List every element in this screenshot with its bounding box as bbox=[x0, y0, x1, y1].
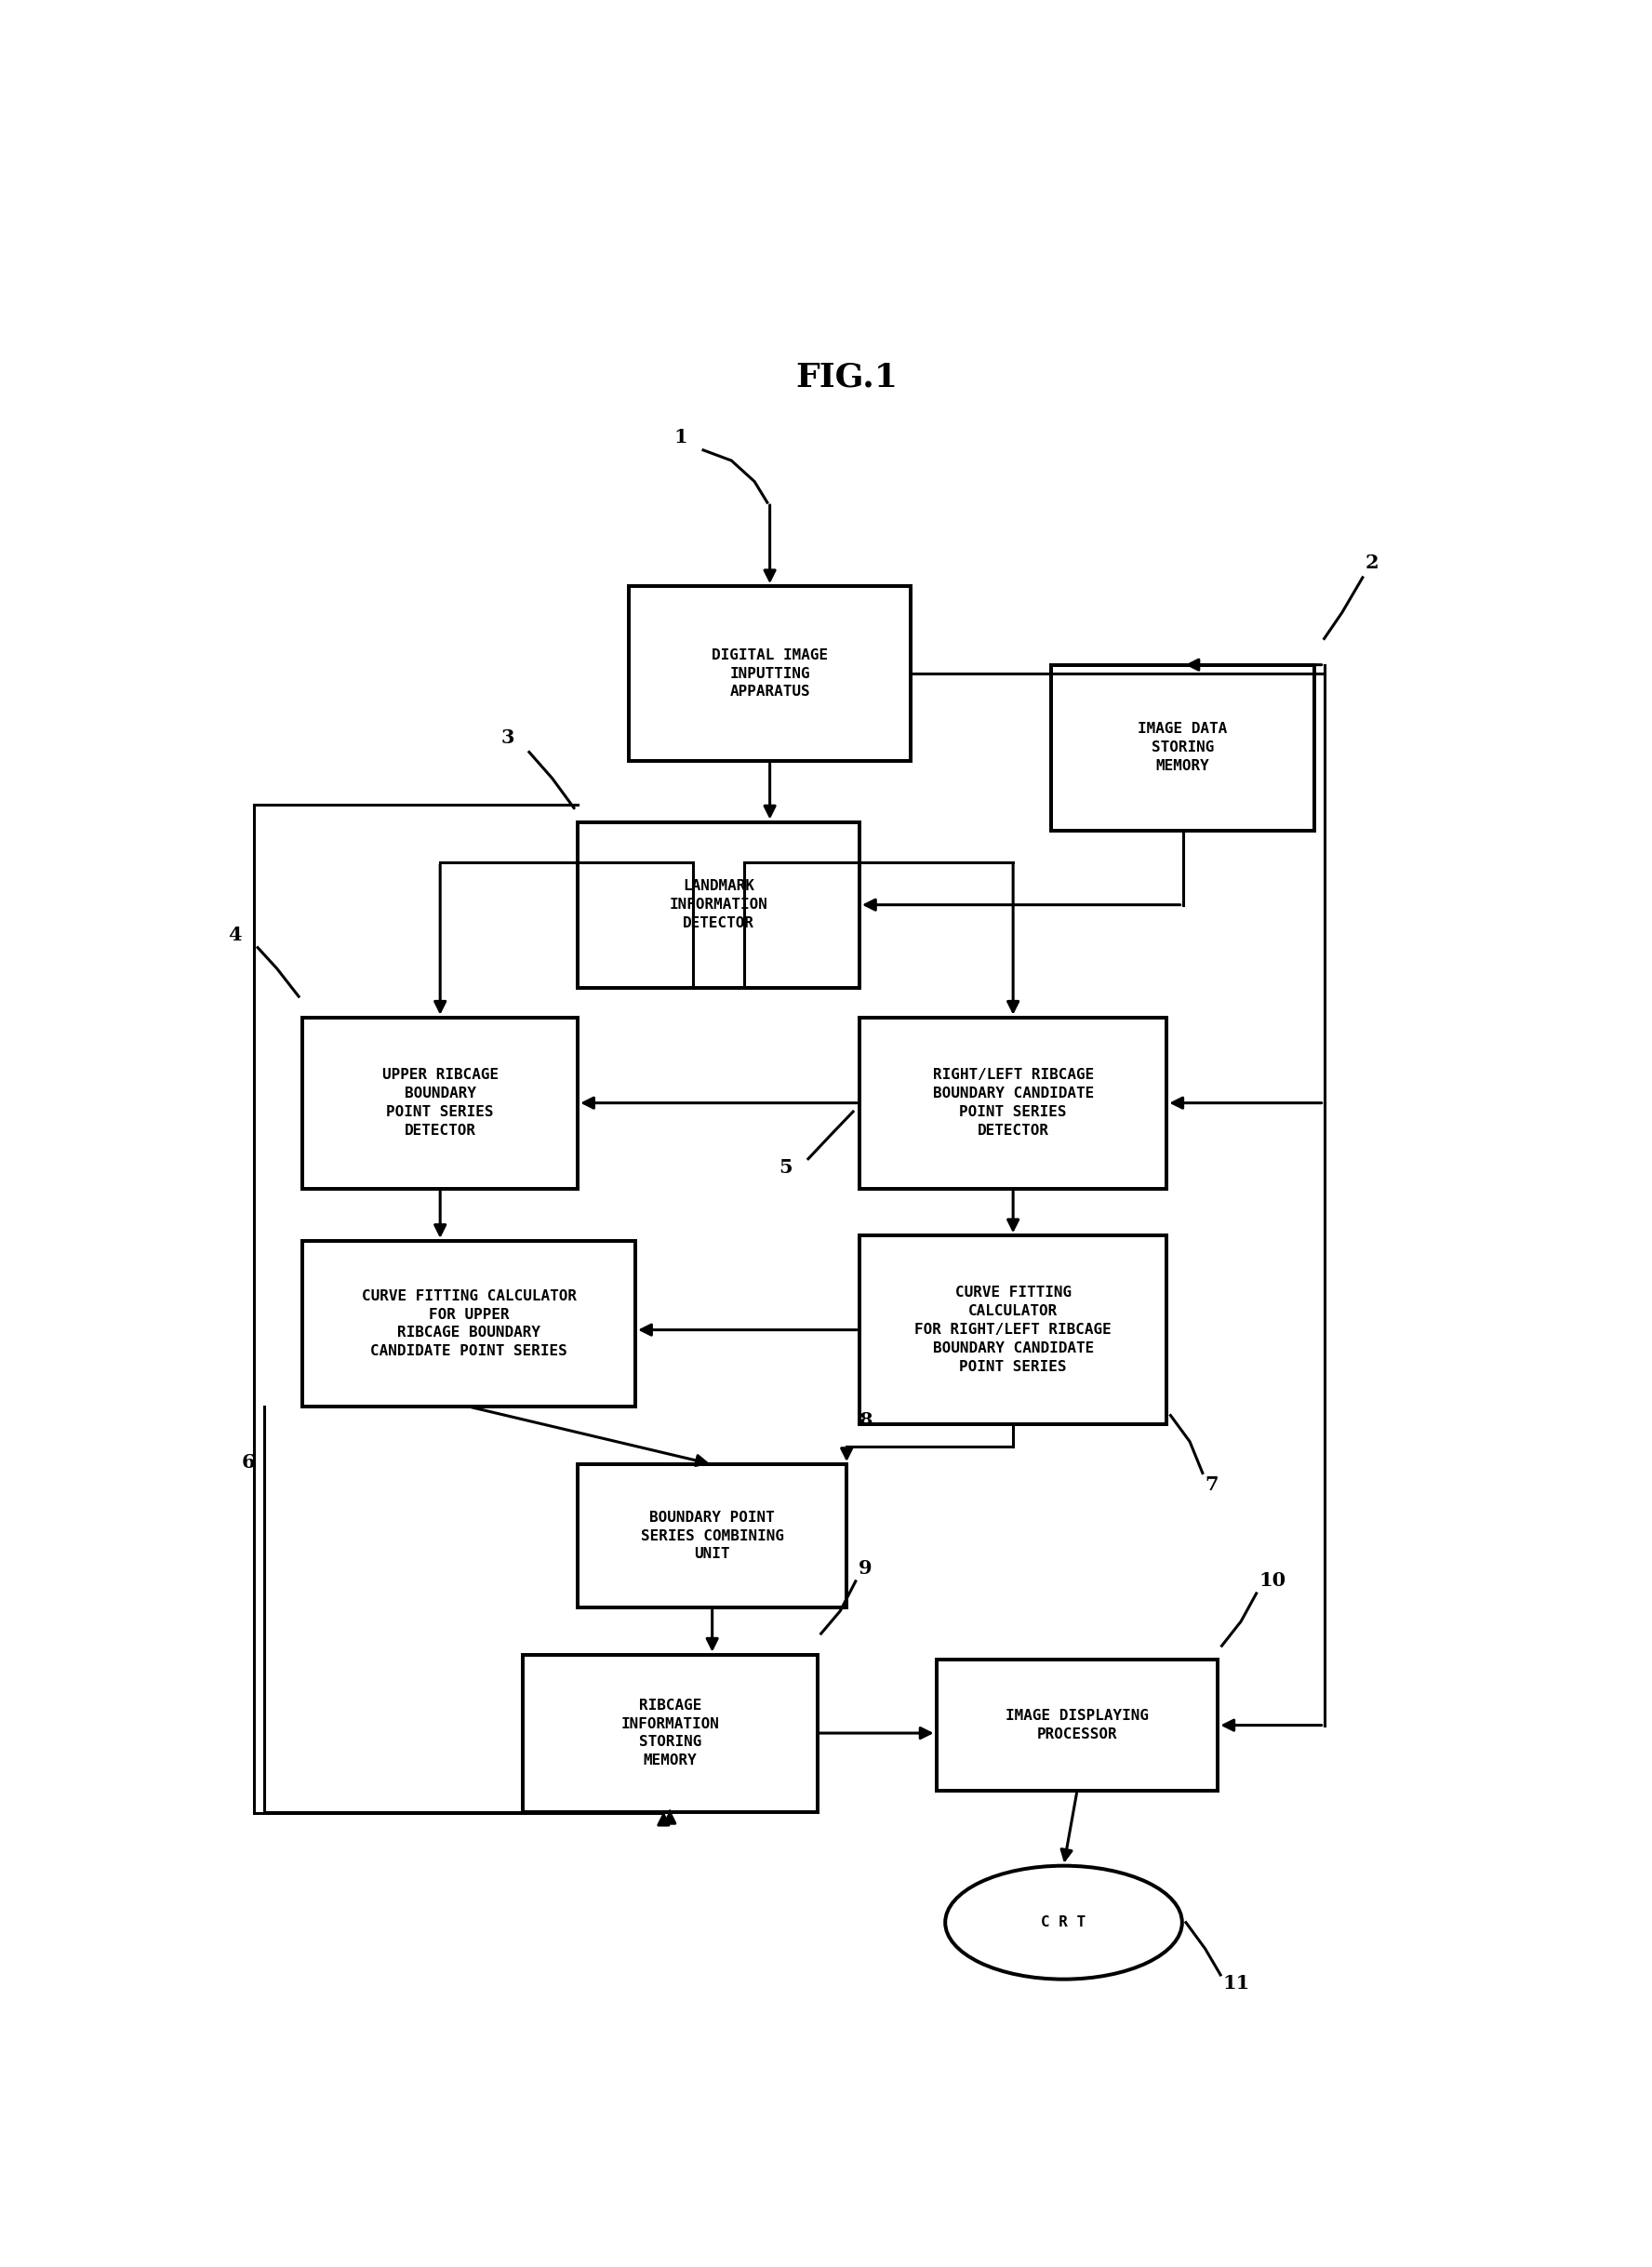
Text: 7: 7 bbox=[1206, 1476, 1219, 1494]
Text: 5: 5 bbox=[778, 1158, 793, 1177]
Text: IMAGE DATA
STORING
MEMORY: IMAGE DATA STORING MEMORY bbox=[1138, 723, 1227, 773]
Bar bbox=[302, 1240, 636, 1406]
Text: 1: 1 bbox=[674, 428, 687, 447]
Bar bbox=[578, 1464, 846, 1607]
Text: 11: 11 bbox=[1222, 1975, 1251, 1993]
Text: UPPER RIBCAGE
BOUNDARY
POINT SERIES
DETECTOR: UPPER RIBCAGE BOUNDARY POINT SERIES DETE… bbox=[382, 1068, 499, 1138]
Text: 3: 3 bbox=[501, 728, 514, 748]
Text: 4: 4 bbox=[228, 925, 241, 945]
Text: 8: 8 bbox=[859, 1410, 872, 1430]
Text: BOUNDARY POINT
SERIES COMBINING
UNIT: BOUNDARY POINT SERIES COMBINING UNIT bbox=[641, 1510, 783, 1562]
Text: RIGHT/LEFT RIBCAGE
BOUNDARY CANDIDATE
POINT SERIES
DETECTOR: RIGHT/LEFT RIBCAGE BOUNDARY CANDIDATE PO… bbox=[932, 1068, 1094, 1138]
Bar bbox=[302, 1018, 578, 1188]
Bar bbox=[937, 1659, 1218, 1791]
Bar bbox=[859, 1236, 1166, 1424]
Text: 9: 9 bbox=[857, 1560, 872, 1578]
Text: 2: 2 bbox=[1365, 553, 1379, 574]
Text: IMAGE DISPLAYING
PROCESSOR: IMAGE DISPLAYING PROCESSOR bbox=[1006, 1709, 1148, 1741]
Text: 6: 6 bbox=[241, 1453, 254, 1471]
Text: C R T: C R T bbox=[1041, 1916, 1085, 1929]
Bar bbox=[1051, 664, 1313, 830]
Bar bbox=[629, 587, 910, 762]
Text: DIGITAL IMAGE
INPUTTING
APPARATUS: DIGITAL IMAGE INPUTTING APPARATUS bbox=[712, 648, 828, 698]
Bar bbox=[859, 1018, 1166, 1188]
Bar bbox=[522, 1655, 818, 1811]
Bar bbox=[578, 823, 859, 988]
Text: 10: 10 bbox=[1259, 1571, 1285, 1589]
Text: LANDMARK
INFORMATION
DETECTOR: LANDMARK INFORMATION DETECTOR bbox=[669, 880, 768, 929]
Text: RIBCAGE
INFORMATION
STORING
MEMORY: RIBCAGE INFORMATION STORING MEMORY bbox=[621, 1698, 719, 1768]
Text: CURVE FITTING CALCULATOR
FOR UPPER
RIBCAGE BOUNDARY
CANDIDATE POINT SERIES: CURVE FITTING CALCULATOR FOR UPPER RIBCA… bbox=[362, 1290, 577, 1358]
Text: FIG.1: FIG.1 bbox=[796, 360, 897, 392]
Text: CURVE FITTING
CALCULATOR
FOR RIGHT/LEFT RIBCAGE
BOUNDARY CANDIDATE
POINT SERIES: CURVE FITTING CALCULATOR FOR RIGHT/LEFT … bbox=[915, 1285, 1112, 1374]
